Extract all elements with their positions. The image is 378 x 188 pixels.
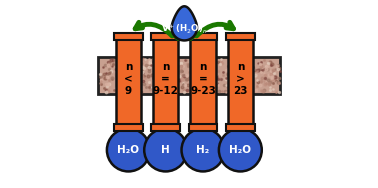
Bar	[153, 38, 178, 128]
Bar	[151, 33, 180, 40]
Bar	[228, 38, 253, 128]
Circle shape	[107, 129, 150, 171]
Text: H: H	[161, 145, 170, 155]
Bar	[226, 33, 255, 40]
Bar	[191, 38, 215, 128]
Text: n
=
9-12: n = 9-12	[153, 62, 179, 96]
Circle shape	[219, 129, 262, 171]
Text: H₂: H₂	[196, 145, 210, 155]
Text: H₂O: H₂O	[117, 145, 139, 155]
Bar	[226, 124, 255, 131]
Text: V$^+$(H$_2$O)$_n$: V$^+$(H$_2$O)$_n$	[161, 23, 208, 36]
Bar	[189, 33, 217, 40]
Text: n
=
9-23: n = 9-23	[190, 62, 216, 96]
Text: n
<
9: n < 9	[124, 62, 133, 96]
Bar	[151, 124, 180, 131]
Bar	[98, 57, 280, 94]
Bar	[116, 38, 141, 128]
Bar	[114, 33, 143, 40]
Text: n
>
23: n > 23	[233, 62, 248, 96]
Polygon shape	[172, 6, 197, 40]
Text: H₂O: H₂O	[229, 145, 251, 155]
Circle shape	[144, 129, 187, 171]
Bar	[114, 124, 143, 131]
Circle shape	[181, 129, 225, 171]
Bar	[189, 124, 217, 131]
